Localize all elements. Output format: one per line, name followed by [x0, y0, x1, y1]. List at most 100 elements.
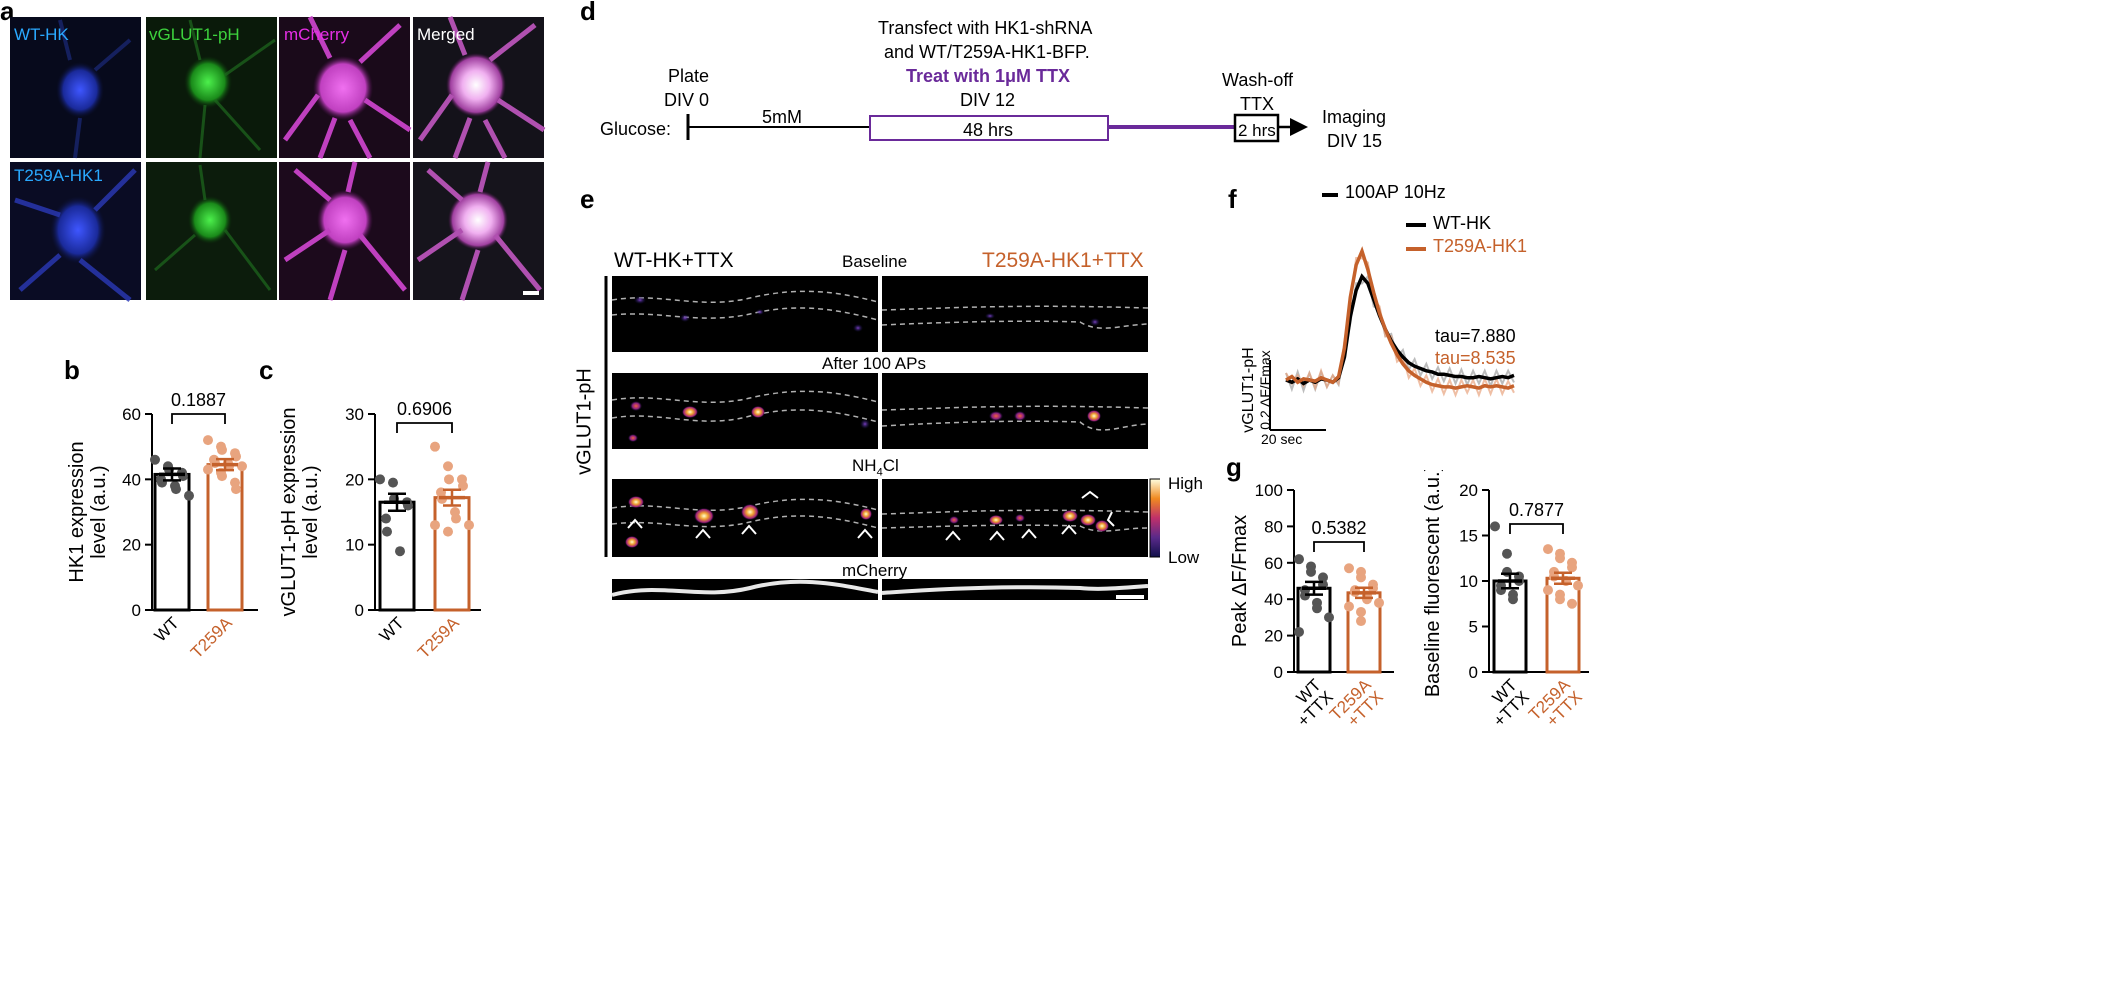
data-point [1543, 544, 1553, 555]
x-category-label-group: WT [376, 613, 408, 645]
tau-wt: tau=7.880 [1435, 326, 1516, 346]
x-category-label: WT [151, 613, 183, 645]
data-point [150, 454, 160, 465]
timeline-washoff: Wash-off [1222, 70, 1294, 90]
timeline-imaging: Imaging [1322, 107, 1387, 127]
data-point [1508, 594, 1518, 605]
y-tick-label: 20 [122, 536, 141, 555]
significance-bracket [396, 422, 453, 433]
data-point [237, 461, 247, 472]
data-point [1356, 616, 1366, 627]
significance-bracket [1313, 541, 1365, 552]
y-tick-label: 30 [345, 405, 364, 424]
data-point [217, 444, 227, 455]
y-tick-label: 0 [132, 601, 141, 620]
legend-wt-label: WT-HK [1433, 213, 1491, 233]
legend-t259a-label: T259A-HK1 [1433, 236, 1528, 256]
panel-e-left-title: WT-HK+TTX [614, 249, 734, 272]
panel-e-row-after-aps: After 100 APs [822, 354, 926, 373]
y-tick-label: 100 [1255, 481, 1283, 500]
nh4-sub: 4 [876, 466, 883, 479]
data-point [1567, 562, 1577, 573]
data-point [1573, 580, 1583, 591]
timeline-ttx: TTX [1240, 94, 1274, 114]
y-tick-label: 80 [1264, 517, 1283, 536]
panel-e-side-label: vGLUT1-pH [573, 368, 596, 475]
trace-sem-t259a [1285, 256, 1515, 398]
y-tick-label: 60 [122, 405, 141, 424]
colorbar-low: Low [1168, 548, 1200, 567]
y-axis-label-group: HK1 expression level (a.u.) [66, 441, 110, 582]
chart-b-hk1-expression: 0 20 40 60 WT T259A 0.1887 HK1 expression level … [66, 390, 258, 662]
y-axis-label-group: Peak ΔF/Fmax [1229, 515, 1251, 647]
legend-t259a-swatch [1406, 247, 1426, 251]
y-axis-label: level (a.u.) [300, 465, 322, 558]
y-axis-label: HK1 expression [66, 441, 88, 582]
data-point [382, 526, 392, 537]
data-point [458, 480, 468, 491]
timeline-div0: DIV 0 [664, 90, 710, 110]
x-category-label-group: WT+TTX [1489, 675, 1533, 730]
data-point [1294, 554, 1304, 565]
y-tick-label: 5 [1469, 618, 1478, 637]
data-point [1356, 572, 1366, 583]
panel-g-letter: g [1226, 452, 1242, 482]
x-category-label-group: WT+TTX [1293, 675, 1337, 730]
data-point [451, 513, 461, 524]
chart-f-trace [1269, 246, 1515, 431]
timeline-48hrs: 48 hrs [963, 120, 1014, 140]
panel-e-right-title: T259A-HK1+TTX [982, 249, 1144, 272]
data-point [1312, 603, 1322, 614]
data-point [1567, 598, 1577, 609]
p-value: 0.7877 [1509, 500, 1564, 520]
data-point [1324, 612, 1334, 623]
data-point [231, 484, 241, 495]
panel-b-letter: b [64, 355, 80, 385]
data-point [1502, 548, 1512, 559]
x-category-label-group: T259A+TTX [1525, 675, 1586, 730]
data-point [1555, 594, 1565, 605]
panel-e-row-baseline: Baseline [842, 252, 908, 271]
y-tick-label: 0 [355, 601, 364, 620]
data-point [395, 546, 405, 557]
data-point [1356, 606, 1366, 617]
x-category-label-group: WT [151, 613, 183, 645]
data-point [381, 513, 391, 524]
y-tick-label: 10 [1459, 572, 1478, 591]
trace-line-t259a [1285, 246, 1515, 390]
micro-label-t259a-hk1: T259A-HK1 [14, 166, 103, 185]
data-point [443, 461, 453, 472]
timeline-treat-ttx: Treat with 1μM TTX [906, 66, 1071, 86]
x-category-label: T259A [414, 613, 463, 662]
legend-wt-swatch [1406, 223, 1426, 227]
p-value: 0.5382 [1311, 518, 1366, 538]
y-axis-label: Peak ΔF/Fmax [1229, 515, 1251, 647]
data-point [430, 441, 440, 452]
data-point [1543, 585, 1553, 596]
data-point [203, 435, 213, 446]
data-point [1344, 601, 1354, 612]
data-point [1490, 521, 1500, 532]
significance-bracket [1509, 523, 1564, 534]
data-point [1294, 626, 1304, 637]
data-point [1344, 563, 1354, 574]
colorbar-high: High [1168, 474, 1203, 493]
y-tick-label: 20 [1264, 627, 1283, 646]
micro-label-merged: Merged [417, 25, 475, 44]
panel-f-stim-label: 100AP 10Hz [1345, 182, 1446, 202]
data-point [375, 474, 385, 485]
data-point [444, 474, 454, 485]
timeline-transfect-2: and WT/T259A-HK1-BFP. [884, 42, 1090, 62]
data-point [388, 477, 398, 488]
y-tick-label: 20 [345, 470, 364, 489]
y-tick-label: 15 [1459, 527, 1478, 546]
timeline-glucose-label: Glucose: [600, 119, 672, 139]
panel-f-letter: f [1228, 184, 1237, 214]
timeline-2hrs: 2 hrs [1238, 121, 1276, 140]
data-point [1496, 585, 1506, 596]
nh4-main: NH [852, 456, 877, 475]
x-category-label: WT [376, 613, 408, 645]
data-point [1318, 572, 1328, 583]
y-tick-label: 40 [122, 470, 141, 489]
